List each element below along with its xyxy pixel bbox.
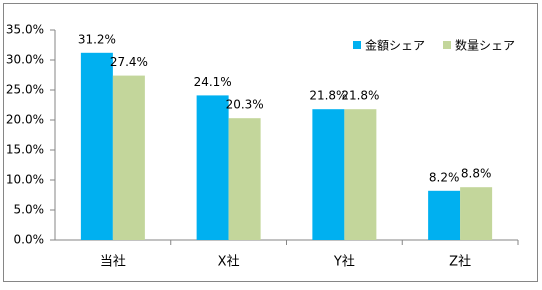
y-tick-label: 30.0%	[6, 53, 44, 67]
value-label: 20.3%	[226, 98, 264, 112]
y-tick-label: 10.0%	[6, 173, 44, 187]
bar	[196, 95, 229, 241]
value-label: 8.2%	[429, 170, 460, 184]
legend-swatch	[443, 41, 451, 49]
value-label: 24.1%	[194, 75, 232, 89]
value-label: 8.8%	[461, 167, 492, 181]
bar	[460, 187, 493, 240]
y-tick-label: 25.0%	[6, 83, 44, 97]
legend-label: 金額シェア	[365, 38, 425, 53]
y-tick-label: 20.0%	[6, 113, 44, 127]
bar	[112, 75, 145, 240]
value-label: 27.4%	[110, 55, 148, 69]
legend-label: 数量シェア	[455, 38, 515, 53]
bar	[344, 109, 377, 240]
bar	[80, 52, 113, 240]
bar	[228, 118, 261, 240]
y-tick-label: 35.0%	[6, 23, 44, 37]
legend-swatch	[353, 41, 361, 49]
x-tick-label: X社	[218, 254, 240, 270]
x-tick-label: Y社	[333, 254, 355, 270]
x-tick-label: Z社	[449, 254, 471, 270]
bar	[428, 190, 461, 240]
y-tick-label: 5.0%	[14, 203, 45, 217]
value-label: 21.8%	[309, 89, 347, 103]
value-label: 21.8%	[341, 89, 379, 103]
value-label: 31.2%	[78, 32, 116, 46]
y-tick-label: 0.0%	[14, 233, 45, 247]
bar	[312, 109, 345, 240]
y-tick-label: 15.0%	[6, 143, 44, 157]
x-tick-label: 当社	[100, 254, 126, 270]
